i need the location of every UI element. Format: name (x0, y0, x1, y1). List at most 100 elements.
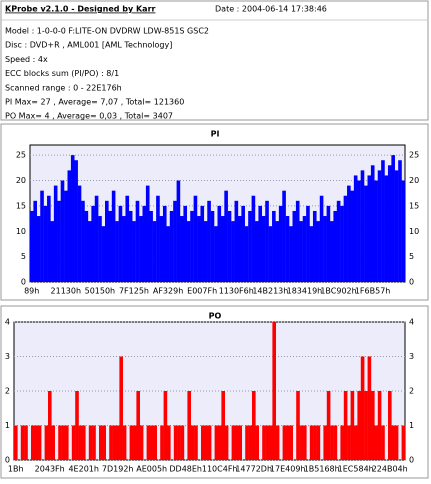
bar (133, 425, 137, 460)
bar (139, 425, 144, 460)
bar (381, 425, 385, 460)
bar (299, 425, 304, 460)
y-tick-label: 5 (21, 252, 26, 261)
bar (112, 425, 117, 460)
y-tick-label: 2 (5, 387, 10, 396)
y2-tick-label: 4 (409, 318, 414, 327)
bar (357, 391, 361, 460)
bar (330, 425, 334, 460)
bar (75, 391, 79, 460)
bar (238, 425, 242, 460)
bar (194, 425, 198, 460)
bar (173, 200, 177, 282)
bar (326, 391, 331, 460)
header-line: PI Max= 27 , Average= 7,07 , Total= 1213… (5, 98, 184, 107)
header-line: Scanned range : 0 - 22E176h (5, 83, 122, 92)
bar (60, 180, 65, 282)
bar (167, 425, 171, 460)
y2-tick-label: 10 (409, 227, 419, 236)
bar (343, 195, 348, 282)
bar (224, 425, 229, 460)
bar (149, 210, 153, 282)
bar (92, 425, 96, 460)
bar (231, 221, 235, 282)
bar (330, 221, 334, 282)
x-tick-label: 110C4Fh (202, 465, 238, 474)
bar (43, 205, 48, 282)
bar (340, 425, 344, 460)
bar (30, 210, 34, 282)
bar (122, 216, 126, 282)
bar (302, 216, 307, 282)
bar (398, 160, 402, 282)
x-tick-label: 17E409h (270, 465, 306, 474)
bar (347, 185, 351, 282)
bar (245, 425, 249, 460)
bar (374, 425, 378, 460)
bar (169, 210, 174, 282)
bar (275, 221, 280, 282)
bar (47, 195, 51, 282)
bar (116, 425, 120, 460)
bar (118, 205, 123, 282)
chart-title: PI (211, 130, 220, 139)
bar (255, 425, 259, 460)
x-tick-label: 1Bh (8, 465, 24, 474)
bar (81, 200, 85, 282)
bar (265, 200, 269, 282)
bar (391, 155, 395, 282)
bar (360, 356, 365, 460)
bar (272, 322, 276, 460)
bar (99, 425, 103, 460)
bar (303, 425, 307, 460)
bar (111, 190, 116, 282)
bar (255, 221, 259, 282)
x-tick-label: 4E201h (68, 465, 98, 474)
bar (180, 216, 184, 282)
bar (77, 185, 82, 282)
bar (323, 425, 327, 460)
x-tick-label: 14772Dh (235, 465, 272, 474)
y2-tick-label: 5 (409, 252, 414, 261)
bar (340, 205, 344, 282)
bar (343, 391, 348, 460)
y-tick-label: 0 (21, 278, 26, 287)
bar (286, 425, 290, 460)
bar (381, 160, 385, 282)
bar (360, 170, 365, 282)
bar (214, 226, 218, 282)
bar (20, 425, 25, 460)
bar (350, 391, 355, 460)
y2-tick-label: 25 (409, 151, 419, 160)
bar (136, 391, 140, 460)
bar (394, 170, 399, 282)
y-tick-label: 20 (16, 176, 26, 185)
bar (91, 205, 95, 282)
bar (58, 425, 62, 460)
bar (347, 425, 351, 460)
bar (234, 200, 239, 282)
x-tick-label: DD48Eh (169, 465, 202, 474)
bar (108, 210, 113, 282)
header-box (0, 0, 429, 121)
bar (115, 221, 119, 282)
x-tick-label: 224B04h (372, 465, 408, 474)
bar (394, 425, 399, 460)
bar (132, 221, 136, 282)
bar (14, 425, 18, 460)
bar (237, 216, 242, 282)
bar (201, 425, 205, 460)
bar (177, 425, 181, 460)
bar (135, 200, 140, 282)
bar (40, 190, 44, 282)
header-line: Model : 1-0-0-0 F:LITE-ON DVDRW LDW-851S… (5, 27, 209, 36)
bar (48, 391, 52, 460)
bar (258, 205, 263, 282)
bar (384, 175, 389, 282)
x-tick-label: 183419h (287, 287, 323, 296)
bar (371, 391, 375, 460)
bar (146, 425, 151, 460)
bar (204, 425, 208, 460)
bar (51, 425, 55, 460)
bar (278, 205, 283, 282)
